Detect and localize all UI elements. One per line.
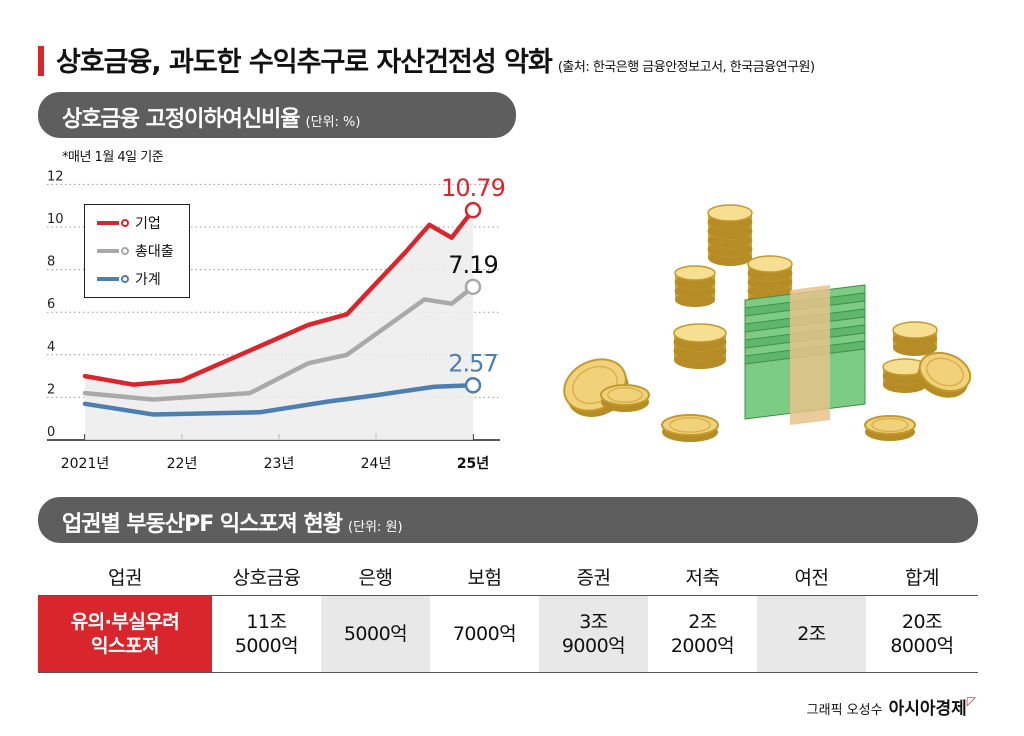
title-text: 상호금융, 과도한 수익추구로 자산건전성 악화 bbox=[56, 47, 553, 78]
legend-item-total: 총대출 bbox=[97, 241, 174, 261]
table-header-pill: 업권별 부동산PF 익스포져 현황 (단위: 원) bbox=[38, 497, 978, 543]
money-band bbox=[790, 285, 830, 425]
header-cell: 은행 bbox=[358, 566, 393, 589]
coin bbox=[661, 414, 719, 442]
line-chart: 0 2 4 6 8 10 12 2021년 22년 23년 24년 25년 10.79 7.19 2.57 bbox=[47, 169, 972, 472]
coin-rim bbox=[871, 417, 909, 433]
value-cell: 20조 8000억 bbox=[866, 595, 978, 673]
header-cell: 합계 bbox=[905, 566, 939, 589]
header-cell: 보험 bbox=[467, 566, 502, 589]
table-title: 업권별 부동산PF 익스포져 현황 (단위: 원) bbox=[62, 512, 403, 537]
table-header-row: 업권 상호금융 은행 보험 증권 저축 여전 합계 bbox=[38, 557, 978, 596]
value-cell: 2조 bbox=[757, 595, 866, 673]
coin-top bbox=[673, 323, 727, 343]
data-label: 7.19 bbox=[448, 251, 497, 279]
coin-stack bbox=[674, 265, 716, 307]
coin-stack bbox=[707, 204, 753, 266]
source-note: (출처: 한국은행 금융안정보고서, 한국금융연구원) bbox=[557, 60, 815, 75]
chart-unit: (단위: %) bbox=[305, 115, 361, 130]
coin-top bbox=[747, 255, 793, 273]
series-line-0 bbox=[82, 207, 476, 387]
table-row: 유의·부실우려 익스포져 11조 5000억 5000억 7000억 3조 90… bbox=[38, 595, 978, 673]
series-line-1 bbox=[82, 284, 476, 402]
coin-top bbox=[674, 265, 716, 281]
legend-item-household: 가계 bbox=[97, 269, 161, 289]
value-cell: 5000억 bbox=[321, 595, 430, 673]
row-label-cell: 유의·부실우려 익스포져 bbox=[38, 595, 212, 673]
legend-item-corporate: 기업 bbox=[97, 213, 161, 233]
series-line-2 bbox=[82, 383, 476, 417]
banknote-stack bbox=[744, 284, 866, 425]
chart-legend: 기업 총대출 가계 bbox=[84, 204, 190, 298]
series-end-point bbox=[464, 377, 482, 394]
y-tick-label: 8 bbox=[47, 255, 55, 270]
header-cell: 여전 bbox=[794, 566, 829, 589]
x-tick-label: 24년 bbox=[361, 456, 392, 472]
chart-note: *매년 1월 4일 기준 bbox=[62, 150, 164, 165]
coin-top bbox=[892, 321, 938, 339]
series-end-point bbox=[464, 278, 482, 296]
coin-face bbox=[918, 351, 972, 393]
series-end-point bbox=[464, 201, 482, 219]
brand-logo: 아시아경제 bbox=[888, 699, 967, 719]
y-tick-label: 10 bbox=[47, 212, 64, 227]
chart-header-pill: 상호금융 고정이하여신비율 (단위: %) bbox=[38, 92, 516, 138]
coin-top bbox=[707, 204, 753, 222]
y-tick-label: 2 bbox=[47, 382, 55, 397]
chart-title: 상호금융 고정이하여신비율 (단위: %) bbox=[62, 107, 361, 132]
x-tick-label: 22년 bbox=[167, 456, 198, 472]
y-tick-label: 12 bbox=[47, 169, 64, 184]
coin-stack bbox=[882, 358, 928, 393]
header-cell: 증권 bbox=[576, 566, 611, 589]
value-cell: 3조 9000억 bbox=[539, 595, 648, 673]
title-accent-bar bbox=[38, 46, 44, 76]
x-tick-label: 2021년 bbox=[61, 456, 110, 472]
data-label: 2.57 bbox=[448, 349, 497, 377]
money-illustration bbox=[563, 204, 972, 442]
coin-rim bbox=[606, 387, 644, 403]
y-tick-label: 6 bbox=[47, 297, 55, 312]
value-cell: 7000억 bbox=[430, 595, 539, 673]
data-label: 10.79 bbox=[441, 174, 505, 202]
header-cell: 저축 bbox=[685, 566, 720, 589]
exposure-table: 업권 상호금융 은행 보험 증권 저축 여전 합계 유의·부실우려 익스포져 1… bbox=[38, 557, 978, 673]
page-title: 상호금융, 과도한 수익추구로 자산건전성 악화 (출처: 한국은행 금융안정보고… bbox=[56, 40, 815, 79]
coin bbox=[864, 415, 916, 441]
coin-rim bbox=[669, 417, 711, 433]
header-cell: 상호금융 bbox=[232, 566, 301, 589]
value-cell: 11조 5000억 bbox=[212, 595, 321, 673]
table-unit: (단위: 원) bbox=[348, 520, 403, 535]
coin bbox=[917, 351, 972, 398]
coin-stack bbox=[673, 323, 727, 369]
x-tick-label: 25년 bbox=[457, 456, 489, 472]
y-tick-label: 4 bbox=[47, 340, 55, 355]
header-cell: 업권 bbox=[108, 566, 142, 589]
coin-stack bbox=[892, 321, 938, 356]
brand-mark-icon: ◸ bbox=[966, 694, 976, 708]
coin bbox=[600, 384, 650, 412]
coin-rim bbox=[926, 357, 964, 387]
x-tick-label: 23년 bbox=[264, 456, 295, 472]
y-tick-label: 0 bbox=[47, 425, 55, 440]
credit: 그래픽 오성수 아시아경제◸ bbox=[806, 694, 976, 719]
value-cell: 2조 2000억 bbox=[648, 595, 757, 673]
